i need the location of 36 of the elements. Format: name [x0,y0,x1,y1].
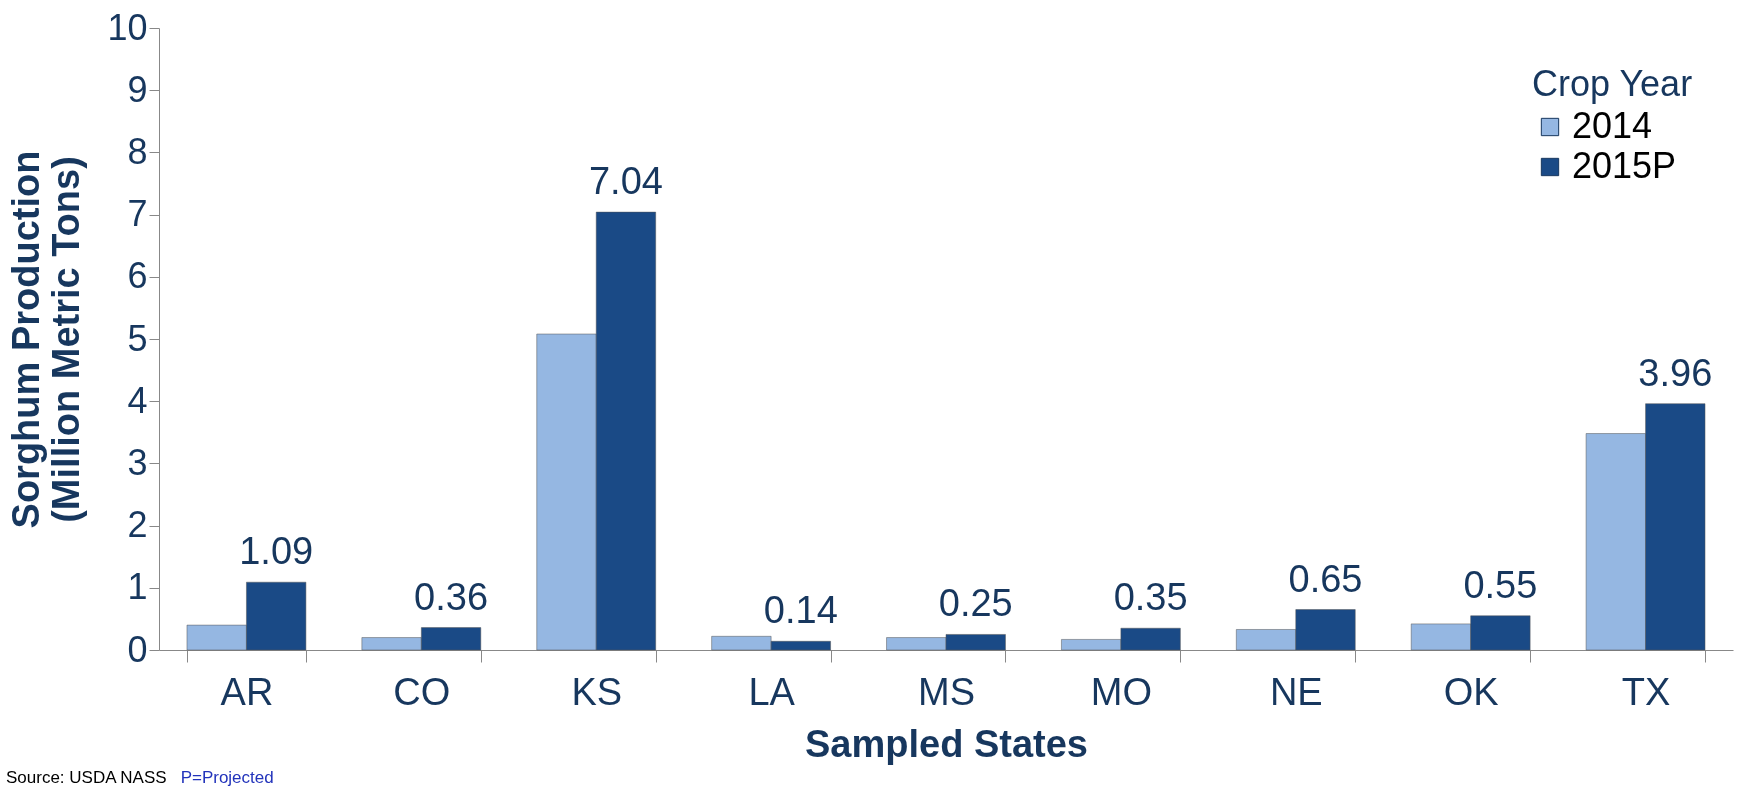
y-tick-label: 9 [127,68,148,110]
y-tick-label: 7 [127,193,148,235]
y-tick-label: 3 [127,441,148,483]
x-tick-label: NE [1269,670,1323,713]
data-label: 0.36 [414,575,489,618]
x-tick-label: MO [1090,670,1152,713]
y-tick-label: 0 [127,628,148,670]
x-tick-label: KS [571,670,623,713]
y-tick-label: 2 [127,504,148,546]
y-tick-label: 8 [127,130,148,172]
legend-label: 2015P [1572,145,1677,186]
y-tick-label: 5 [127,317,148,359]
x-tick-label: OK [1443,670,1499,713]
source-note: Source: USDA NASS [6,768,167,787]
data-label: 1.09 [239,530,314,573]
data-label: 0.55 [1463,563,1538,606]
x-tick-label: AR [220,670,274,713]
data-label: 7.04 [588,160,663,203]
x-tick-label: MS [918,670,975,713]
x-axis-title: Sampled States [805,722,1088,765]
legend-title: Crop Year [1532,63,1693,104]
x-tick-label: TX [1621,670,1671,713]
data-label: 3.96 [1638,351,1713,394]
data-label: 0.35 [1113,576,1188,619]
y-tick-label: 10 [107,6,148,48]
y-tick-label: 1 [127,566,148,608]
y-tick-label: 6 [127,255,148,297]
data-label: 0.14 [763,589,838,632]
x-tick-label: LA [748,670,796,713]
x-tick-label: CO [393,670,451,713]
legend-label: 2014 [1572,105,1653,146]
data-label: 0.25 [938,582,1013,625]
y-tick-label: 4 [127,379,148,421]
text: P=Projected [180,768,274,787]
y-axis-title: Sorghum Production (Million Metric Tons) [5,150,88,529]
data-label: 0.65 [1288,557,1363,600]
